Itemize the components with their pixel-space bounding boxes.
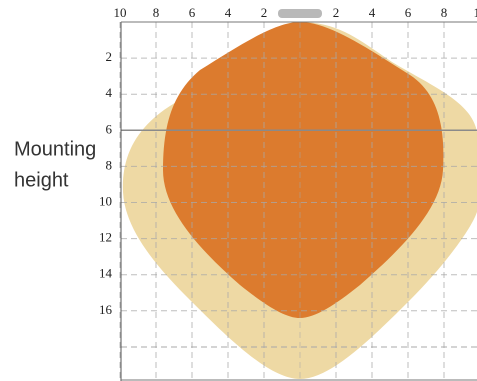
y-tick-label: 16 [99, 302, 113, 317]
x-tick-label: 4 [369, 5, 376, 20]
y-label: Mounting [14, 138, 96, 160]
inner-coverage [163, 22, 444, 318]
x-tick-label: 6 [189, 5, 196, 20]
x-tick-label: 4 [225, 5, 232, 20]
y-tick-label: 4 [106, 85, 113, 100]
x-tick-label: 8 [441, 5, 448, 20]
y-tick-label: 10 [99, 193, 112, 208]
y-tick-label: 6 [106, 121, 113, 136]
y-label: height [14, 169, 69, 191]
x-tick-label: 8 [153, 5, 160, 20]
x-tick-label: 10 [114, 5, 127, 20]
x-tick-label: 6 [405, 5, 412, 20]
y-tick-label: 8 [106, 157, 113, 172]
x-tick-label: 2 [333, 5, 340, 20]
heater-icon [278, 9, 322, 18]
y-tick-label: 14 [99, 266, 113, 281]
y-tick-label: 12 [99, 230, 112, 245]
x-tick-label: 10 [474, 5, 477, 20]
y-tick-label: 2 [106, 49, 113, 64]
x-tick-label: 2 [261, 5, 268, 20]
overlay [119, 22, 477, 381]
